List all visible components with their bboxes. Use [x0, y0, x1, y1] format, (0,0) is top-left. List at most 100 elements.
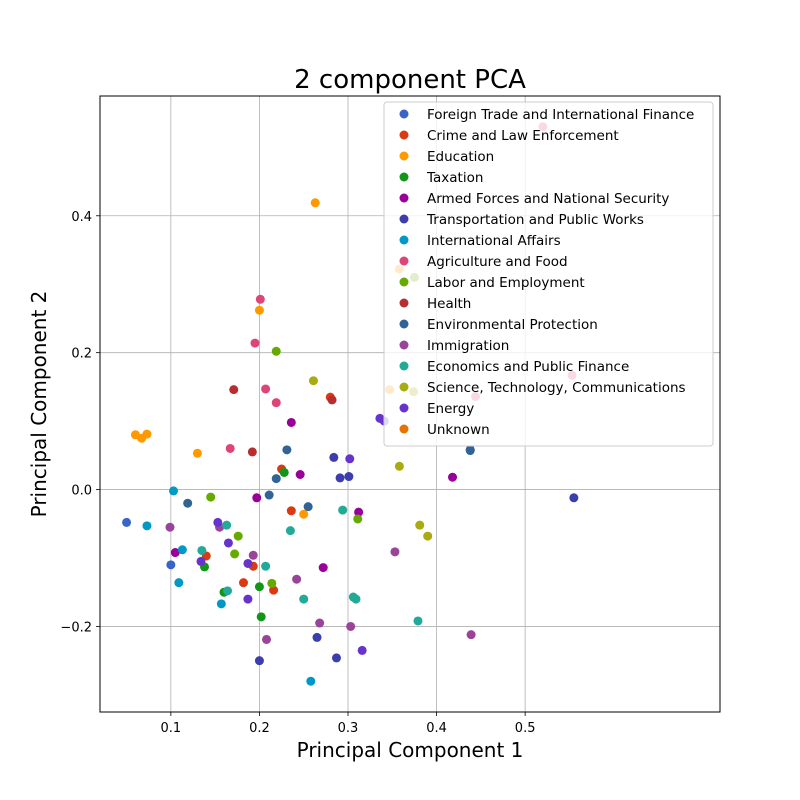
legend-entry-label: Energy	[427, 401, 474, 417]
legend-entry-label: Environmental Protection	[427, 317, 598, 333]
point-health	[327, 395, 337, 405]
point-labor-and-employment	[206, 492, 216, 502]
legend-entry-label: Taxation	[426, 170, 483, 186]
point-energy	[345, 454, 355, 464]
point-agriculture-and-food	[255, 294, 265, 304]
point-economics-and-public-finance	[299, 594, 309, 604]
point-energy	[243, 594, 253, 604]
point-economics-and-public-finance	[351, 594, 361, 604]
x-tick-label: 0.3	[338, 721, 359, 736]
legend-marker	[399, 298, 409, 308]
point-labor-and-employment	[230, 549, 240, 559]
point-taxation	[254, 582, 264, 592]
point-labor-and-employment	[267, 578, 277, 588]
point-health	[229, 385, 239, 395]
point-energy	[357, 645, 367, 655]
point-agriculture-and-food	[271, 398, 281, 408]
point-energy	[196, 556, 206, 566]
legend-marker	[399, 193, 409, 203]
point-economics-and-public-finance	[223, 586, 233, 596]
point-taxation	[256, 612, 266, 622]
point-transportation-and-public-works	[331, 653, 341, 663]
point-taxation	[279, 467, 289, 477]
point-crime-and-law-enforcement	[286, 506, 296, 516]
point-environmental-protection	[303, 502, 313, 512]
point-health	[247, 447, 257, 457]
point-international-affairs	[216, 599, 226, 609]
legend-marker	[399, 403, 409, 413]
point-agriculture-and-food	[261, 384, 271, 394]
point-education	[310, 198, 320, 208]
point-environmental-protection	[465, 446, 475, 456]
legend-marker	[399, 151, 409, 161]
legend-marker	[399, 319, 409, 329]
point-armed-forces-and-national-security	[295, 469, 305, 479]
point-education	[254, 305, 264, 315]
y-tick-label: 0.4	[71, 210, 92, 225]
point-armed-forces-and-national-security	[252, 493, 262, 503]
point-immigration	[165, 522, 175, 532]
point-transportation-and-public-works	[344, 472, 354, 482]
point-armed-forces-and-national-security	[286, 417, 296, 427]
point-economics-and-public-finance	[222, 520, 232, 530]
y-tick-label: 0.0	[71, 484, 92, 499]
point-environmental-protection	[183, 498, 193, 508]
point-education	[299, 509, 309, 519]
legend-entry-label: Economics and Public Finance	[427, 359, 629, 375]
point-immigration	[248, 550, 258, 560]
point-energy	[213, 517, 223, 527]
point-science-technology-communications	[308, 376, 318, 386]
legend-marker	[399, 109, 409, 119]
x-tick-label: 0.2	[249, 721, 270, 736]
point-economics-and-public-finance	[285, 526, 295, 536]
point-labor-and-employment	[353, 514, 363, 524]
point-transportation-and-public-works	[312, 632, 322, 642]
point-immigration	[292, 574, 302, 584]
point-labor-and-employment	[233, 531, 243, 541]
point-crime-and-law-enforcement	[269, 585, 279, 595]
legend-marker	[399, 361, 409, 371]
point-armed-forces-and-national-security	[448, 472, 458, 482]
legend-entry-label: Crime and Law Enforcement	[427, 128, 619, 144]
point-agriculture-and-food	[250, 338, 260, 348]
legend-marker	[399, 424, 409, 434]
y-axis-label: Principal Component 2	[27, 291, 51, 518]
point-agriculture-and-food	[225, 443, 235, 453]
y-tick-label: −0.2	[60, 620, 92, 635]
point-education	[142, 429, 152, 439]
x-tick-label: 0.4	[426, 721, 447, 736]
legend-marker	[399, 172, 409, 182]
plot-frame	[99, 95, 721, 713]
legend-entry-label: Foreign Trade and International Finance	[427, 107, 694, 123]
legend-marker	[399, 277, 409, 287]
point-immigration	[390, 547, 400, 557]
point-science-technology-communications	[415, 520, 425, 530]
point-foreign-trade-and-international-finance	[122, 517, 132, 527]
legend-entry-label: Armed Forces and National Security	[427, 191, 669, 207]
point-international-affairs	[306, 676, 316, 686]
point-energy	[223, 538, 233, 548]
legend-entry-label: International Affairs	[427, 233, 561, 249]
point-transportation-and-public-works	[254, 656, 264, 666]
point-armed-forces-and-national-security	[170, 548, 180, 558]
ticks: 0.1 0.2 0.3 0.4 0.5 −0.2 0.0 0.2 0.4	[60, 210, 535, 736]
legend-marker	[399, 382, 409, 392]
legend: Foreign Trade and International Finance C…	[383, 101, 714, 447]
legend-entry-label: Agriculture and Food	[427, 254, 568, 270]
point-energy	[243, 558, 253, 568]
legend-entry-label: Immigration	[427, 338, 509, 354]
point-environmental-protection	[264, 490, 274, 500]
x-tick-label: 0.1	[161, 721, 182, 736]
point-foreign-trade-and-international-finance	[166, 560, 176, 570]
point-education	[192, 448, 202, 458]
point-international-affairs	[142, 521, 152, 531]
legend-entry-label: Transportation and Public Works	[426, 212, 644, 228]
point-economics-and-public-finance	[197, 545, 207, 555]
point-crime-and-law-enforcement	[238, 578, 248, 588]
legend-marker	[399, 214, 409, 224]
x-tick-label: 0.5	[515, 721, 536, 736]
point-international-affairs	[177, 545, 187, 555]
legend-marker	[399, 340, 409, 350]
x-axis-label: Principal Component 1	[297, 738, 524, 762]
